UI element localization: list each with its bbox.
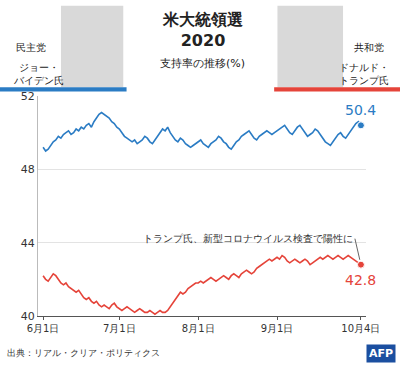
svg-text:共和党: 共和党 (354, 42, 384, 53)
svg-text:50.4: 50.4 (345, 102, 376, 118)
svg-text:トランプ氏、新型コロナウイルス検査で陽性に: トランプ氏、新型コロナウイルス検査で陽性に (143, 233, 353, 244)
svg-text:民主党: 民主党 (16, 42, 46, 53)
svg-text:10月4日: 10月4日 (341, 323, 380, 334)
svg-text:出典：リアル・クリア・ポリティクス: 出典：リアル・クリア・ポリティクス (7, 348, 160, 358)
svg-text:40: 40 (21, 310, 35, 323)
svg-text:AFP: AFP (369, 347, 393, 360)
svg-text:米大統領選2020: 米大統領選2020 (162, 10, 243, 50)
svg-text:48: 48 (21, 163, 35, 176)
svg-text:9月1日: 9月1日 (261, 323, 294, 334)
svg-text:42.8: 42.8 (345, 272, 376, 288)
svg-text:52: 52 (21, 90, 35, 103)
svg-text:7月1日: 7月1日 (103, 323, 136, 334)
svg-text:6月1日: 6月1日 (27, 323, 60, 334)
svg-text:8月1日: 8月1日 (182, 323, 215, 334)
svg-text:ジョー・バイデン氏: ジョー・バイデン氏 (13, 62, 64, 86)
svg-text:44: 44 (21, 237, 35, 250)
svg-text:支持率の推移(%): 支持率の推移(%) (160, 57, 245, 70)
svg-text:ドナルド・トランプ氏: ドナルド・トランプ氏 (339, 62, 389, 86)
